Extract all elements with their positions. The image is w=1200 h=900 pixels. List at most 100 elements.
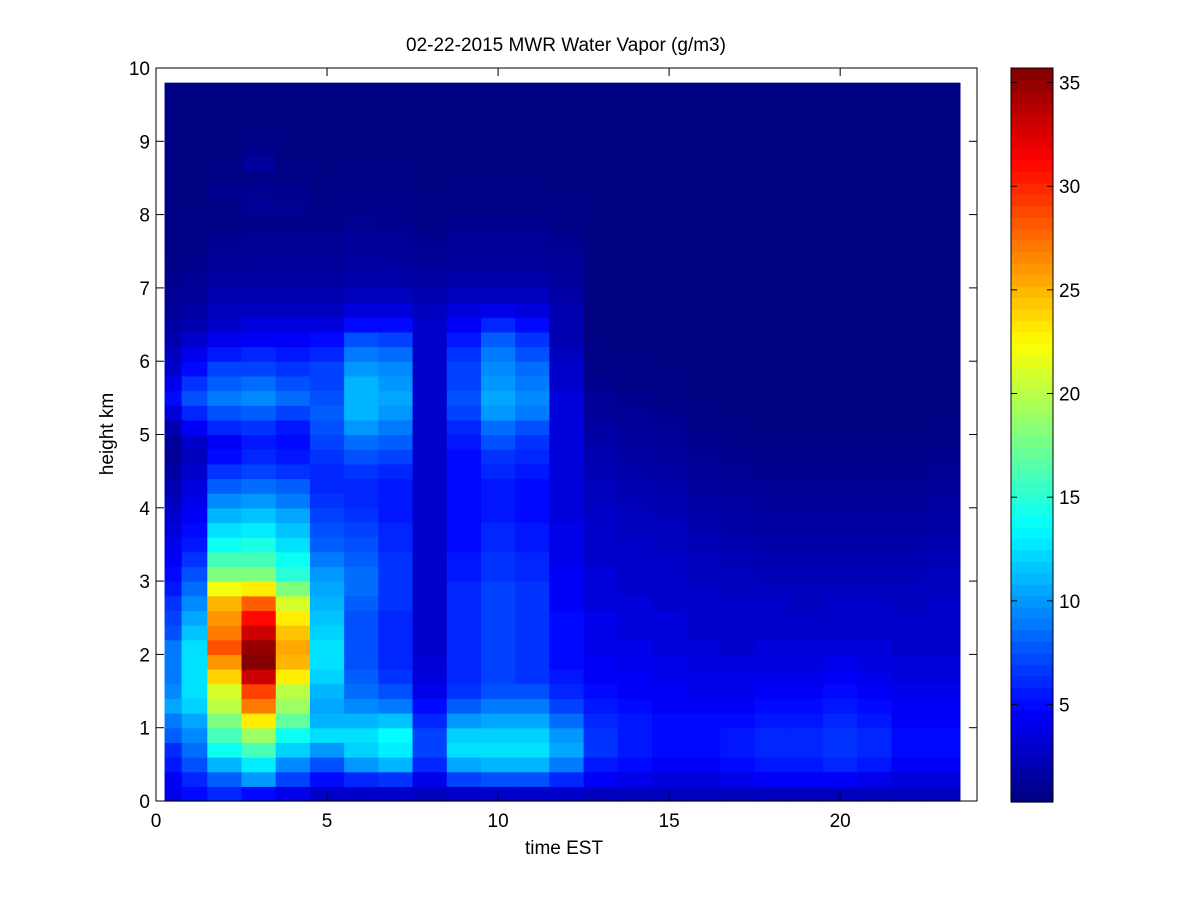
heatmap-cell	[788, 317, 824, 333]
heatmap-cell	[207, 287, 243, 304]
heatmap-cell	[412, 449, 448, 465]
heatmap-cell	[241, 405, 277, 421]
heatmap-cell	[275, 610, 311, 626]
heatmap-cell	[207, 522, 243, 538]
heatmap-cell	[583, 82, 619, 98]
heatmap-cell	[549, 625, 585, 641]
heatmap-cell	[164, 522, 183, 538]
heatmap-cell	[823, 566, 858, 582]
heatmap-cell	[686, 757, 722, 773]
heatmap-cell	[164, 243, 183, 260]
colorbar-segment	[1011, 744, 1053, 757]
colorbar-segment	[1011, 377, 1053, 390]
heatmap-cell	[378, 214, 414, 230]
heatmap-cell	[515, 551, 550, 568]
heatmap-cell	[344, 229, 379, 245]
heatmap-cell	[207, 390, 243, 406]
heatmap-cell	[925, 346, 961, 362]
heatmap-cell	[686, 111, 722, 128]
heatmap-cell	[891, 683, 927, 699]
heatmap-cell	[754, 786, 790, 802]
heatmap-cell	[164, 434, 183, 450]
heatmap-cell	[344, 346, 379, 362]
heatmap-cell	[925, 757, 961, 773]
x-tick-label: 10	[488, 811, 509, 832]
heatmap-cell	[181, 82, 208, 98]
heatmap-cell	[788, 185, 824, 201]
heatmap-cell	[309, 669, 345, 685]
colorbar-tick-label: 10	[1059, 592, 1080, 613]
heatmap-cell	[823, 141, 858, 157]
heatmap-cell	[617, 654, 653, 670]
heatmap-cell	[720, 639, 756, 655]
heatmap-cell	[891, 170, 927, 186]
heatmap-cell	[164, 595, 183, 612]
heatmap-cell	[686, 683, 722, 699]
heatmap-cell	[652, 727, 687, 743]
heatmap-cell	[925, 669, 961, 685]
heatmap-cell	[309, 522, 345, 538]
heatmap-cell	[378, 361, 414, 377]
heatmap-cell	[549, 258, 585, 274]
heatmap-cell	[378, 786, 414, 802]
heatmap-cell	[857, 287, 893, 304]
heatmap-cell	[925, 742, 961, 758]
heatmap-cell	[275, 683, 311, 699]
heatmap-cell	[617, 317, 653, 333]
heatmap-cell	[823, 742, 858, 758]
heatmap-cell	[412, 595, 448, 612]
heatmap-cell	[823, 639, 858, 655]
heatmap-cell	[309, 82, 345, 98]
heatmap-cell	[891, 302, 927, 318]
heatmap-cell	[754, 610, 790, 626]
heatmap-cell	[309, 757, 345, 773]
colorbar-segment	[1011, 767, 1053, 780]
heatmap-cell	[857, 639, 893, 655]
heatmap-cell	[515, 141, 550, 157]
heatmap-cell	[241, 581, 277, 597]
heatmap-cell	[720, 581, 756, 597]
heatmap-cell	[275, 757, 311, 773]
heatmap-cell	[754, 229, 790, 245]
heatmap-cell	[652, 243, 687, 260]
heatmap-cell	[446, 331, 482, 348]
heatmap-cell	[446, 595, 482, 612]
heatmap-cell	[207, 434, 243, 450]
heatmap-cell	[686, 258, 722, 274]
colorbar-tick-label: 15	[1059, 488, 1080, 509]
heatmap-cell	[309, 463, 345, 480]
heatmap-cell	[446, 771, 482, 787]
colorbar-segment	[1011, 503, 1053, 516]
heatmap-cell	[788, 581, 824, 597]
heatmap-cell	[378, 757, 414, 773]
heatmap-cell	[686, 595, 722, 612]
heatmap-cell	[446, 786, 482, 802]
heatmap-cell	[720, 126, 756, 142]
heatmap-cell	[891, 771, 927, 787]
heatmap-cell	[686, 434, 722, 450]
heatmap-cell	[686, 698, 722, 714]
heatmap-cell	[378, 493, 414, 509]
heatmap-cell	[515, 214, 550, 230]
heatmap-cell	[446, 141, 482, 157]
heatmap-cell	[164, 507, 183, 524]
heatmap-cell	[891, 522, 927, 538]
heatmap-cell	[515, 463, 550, 480]
heatmap-cell	[344, 771, 379, 787]
heatmap-cell	[378, 742, 414, 758]
heatmap-cell	[181, 287, 208, 304]
heatmap-cell	[164, 111, 183, 128]
heatmap-cell	[446, 654, 482, 670]
heatmap-cell	[241, 419, 277, 436]
heatmap-cell	[241, 639, 277, 655]
heatmap-cell	[925, 639, 961, 655]
heatmap-cell	[617, 771, 653, 787]
heatmap-cell	[857, 727, 893, 743]
heatmap-cell	[652, 551, 687, 568]
heatmap-cell	[652, 346, 687, 362]
colorbar-segment	[1011, 641, 1053, 654]
heatmap-cell	[515, 126, 550, 142]
heatmap-cell	[652, 287, 687, 304]
heatmap-cell	[412, 185, 448, 201]
heatmap-cell	[652, 361, 687, 377]
